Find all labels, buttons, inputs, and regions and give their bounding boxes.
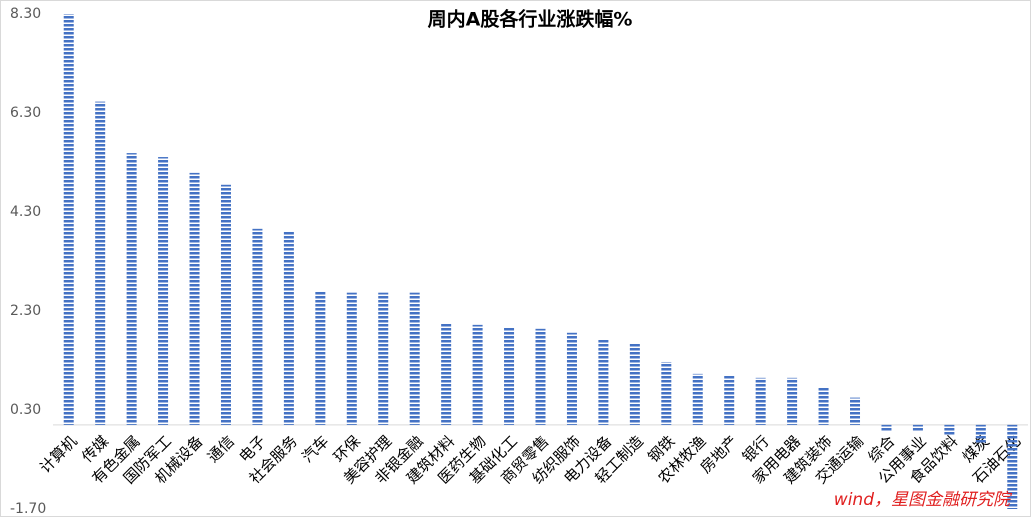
bar bbox=[724, 374, 735, 425]
bar bbox=[598, 338, 609, 425]
bar bbox=[472, 324, 483, 425]
bar bbox=[787, 377, 798, 425]
y-tick-label: 8.30 bbox=[10, 6, 41, 22]
y-tick-label: 0.30 bbox=[10, 402, 41, 418]
bar bbox=[220, 184, 231, 425]
bar bbox=[441, 323, 452, 425]
bar bbox=[283, 230, 294, 425]
bar bbox=[252, 228, 263, 425]
bar bbox=[504, 326, 515, 425]
bar bbox=[818, 386, 829, 425]
bar bbox=[189, 172, 200, 425]
bar bbox=[661, 361, 672, 425]
bar bbox=[346, 292, 357, 425]
bar bbox=[535, 328, 546, 425]
bar bbox=[409, 292, 420, 425]
y-tick-label: 6.30 bbox=[10, 105, 41, 121]
bar bbox=[912, 424, 923, 432]
bar bbox=[944, 424, 955, 436]
bar bbox=[881, 424, 892, 432]
bar bbox=[755, 377, 766, 425]
bar bbox=[692, 373, 703, 425]
y-tick-label: 4.30 bbox=[10, 204, 41, 220]
source-note: wind，星图金融研究院 bbox=[834, 490, 1013, 510]
bar bbox=[378, 292, 389, 425]
bar bbox=[315, 291, 326, 425]
y-tick-label: 2.30 bbox=[10, 303, 41, 319]
bar bbox=[1007, 424, 1018, 509]
bar bbox=[95, 101, 106, 425]
y-tick-label: -1.70 bbox=[10, 501, 46, 517]
bar bbox=[63, 14, 74, 425]
chart-title: 周内A股各行业涨跌幅% bbox=[428, 8, 633, 31]
bar bbox=[126, 153, 137, 425]
bar bbox=[566, 332, 577, 425]
bar bbox=[629, 342, 640, 425]
bar bbox=[975, 424, 986, 443]
bar bbox=[158, 157, 169, 425]
bar bbox=[850, 397, 861, 425]
